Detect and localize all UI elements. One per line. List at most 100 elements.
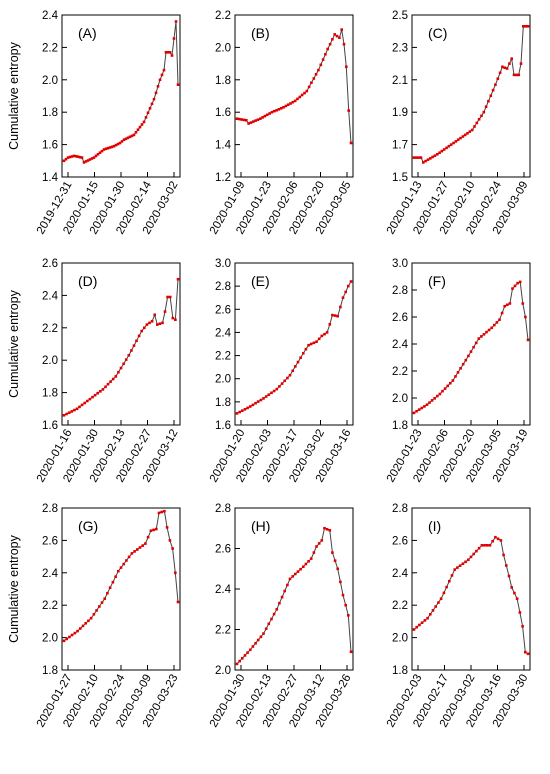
- data-point: [86, 159, 90, 162]
- data-point: [174, 20, 178, 23]
- data-point: [342, 42, 346, 46]
- data-point: [111, 377, 115, 381]
- data-point: [524, 25, 527, 28]
- data-point: [132, 133, 136, 137]
- data-point: [70, 633, 74, 637]
- data-point: [126, 136, 130, 140]
- y-tick-label: 2.4: [392, 568, 409, 580]
- data-point: [347, 614, 350, 617]
- data-point: [117, 569, 120, 573]
- data-point: [293, 99, 297, 103]
- data-point: [79, 627, 82, 630]
- y-tick-label: 2.2: [215, 10, 231, 22]
- data-point: [304, 562, 308, 566]
- data-point: [487, 99, 490, 103]
- data-point: [296, 360, 300, 364]
- y-tick-label: 2.8: [392, 285, 408, 297]
- data-point: [252, 120, 255, 123]
- data-point: [106, 146, 110, 150]
- data-point: [96, 153, 100, 156]
- data-point: [459, 367, 462, 370]
- data-point: [320, 539, 324, 542]
- data-point: [312, 341, 316, 345]
- y-tick-label: 2.6: [42, 258, 58, 270]
- data-point: [309, 342, 313, 346]
- data-point: [466, 132, 469, 135]
- data-point: [82, 161, 86, 164]
- series-line: [236, 29, 352, 144]
- data-point: [482, 110, 486, 114]
- data-point: [171, 316, 175, 320]
- data-point: [282, 106, 285, 109]
- data-point: [296, 97, 299, 101]
- y-tick-label: 1.7: [392, 140, 408, 152]
- y-tick-label: 2.4: [42, 568, 59, 580]
- data-point: [111, 580, 115, 584]
- data-point: [272, 612, 276, 616]
- data-point: [103, 597, 106, 600]
- data-point: [328, 42, 332, 46]
- y-tick-label: 2.6: [42, 535, 58, 547]
- data-point: [415, 156, 418, 159]
- y-tick-label: 1.6: [42, 420, 58, 432]
- data-point: [340, 28, 343, 31]
- data-point: [132, 344, 136, 347]
- data-point: [423, 405, 426, 408]
- data-point: [275, 608, 279, 611]
- data-point: [454, 140, 458, 143]
- data-point: [333, 314, 337, 317]
- data-point: [246, 651, 249, 654]
- data-point: [299, 356, 302, 359]
- data-point: [442, 591, 446, 595]
- data-point: [434, 605, 437, 608]
- data-point: [163, 509, 166, 513]
- data-point: [148, 321, 151, 325]
- data-point: [264, 627, 268, 630]
- data-point: [468, 130, 472, 133]
- data-point: [294, 572, 297, 576]
- data-point: [483, 544, 486, 547]
- data-point: [83, 401, 86, 405]
- data-point: [496, 537, 500, 541]
- data-point: [117, 370, 120, 374]
- y-tick-label: 2.0: [215, 374, 231, 386]
- data-point: [174, 571, 177, 575]
- data-point: [296, 570, 300, 573]
- data-point: [170, 54, 174, 57]
- data-point: [447, 144, 451, 148]
- data-point: [314, 73, 318, 76]
- data-point: [122, 562, 125, 566]
- data-point: [142, 120, 146, 124]
- data-point: [501, 65, 504, 69]
- data-point: [503, 304, 506, 308]
- data-point: [510, 586, 513, 589]
- y-tick-label: 2.0: [215, 42, 231, 54]
- data-point: [138, 125, 142, 129]
- data-point: [312, 551, 316, 554]
- data-point: [280, 382, 284, 385]
- data-point: [508, 62, 511, 65]
- y-tick-label: 2.6: [392, 312, 408, 324]
- data-point: [303, 91, 306, 95]
- data-point: [101, 388, 105, 391]
- data-point: [168, 51, 172, 54]
- data-point: [119, 566, 123, 569]
- y-tick-label: 2.2: [215, 625, 231, 637]
- data-point: [516, 281, 519, 285]
- data-point: [438, 151, 441, 154]
- data-point: [344, 290, 347, 294]
- data-point: [506, 303, 509, 307]
- data-point: [495, 321, 499, 324]
- data-point: [502, 553, 505, 557]
- data-point: [298, 95, 302, 99]
- data-point: [335, 34, 339, 38]
- data-point: [125, 559, 128, 562]
- data-point: [64, 157, 68, 161]
- data-point: [419, 156, 423, 159]
- data-point: [134, 131, 138, 134]
- y-axis-label: Cumulative entropy: [7, 41, 21, 149]
- y-tick-label: 1.5: [392, 172, 408, 184]
- data-point: [333, 33, 336, 36]
- data-point: [254, 642, 257, 645]
